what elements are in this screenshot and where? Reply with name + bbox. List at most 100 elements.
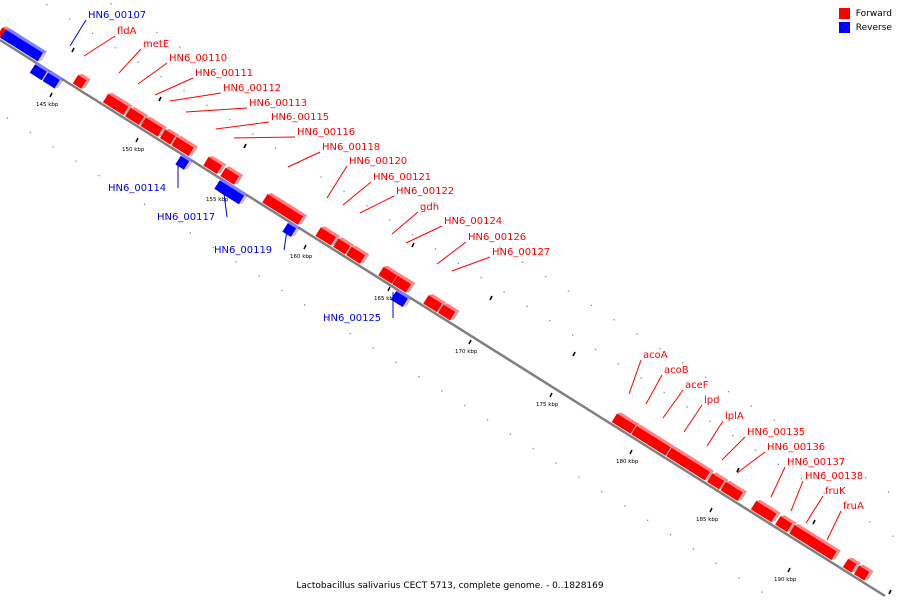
gene-box-body [750, 500, 777, 523]
scale-dot [46, 4, 48, 6]
gene-box[interactable] [853, 563, 874, 582]
gene-hn6-00124[interactable] [392, 273, 416, 294]
gene-box-top [108, 92, 133, 107]
gene-hn6-00116[interactable] [220, 165, 244, 186]
scale-dot [156, 31, 158, 34]
scale-dot [189, 232, 192, 234]
gene-hn6-00122[interactable] [346, 244, 370, 265]
gene-hn6-00138[interactable] [775, 514, 797, 534]
scale-dot [601, 490, 603, 493]
scale-dot [349, 332, 352, 335]
gene-hn6-00118[interactable] [262, 191, 308, 226]
gene-box-top [351, 245, 370, 256]
gene-hn6-00119[interactable] [282, 221, 301, 239]
gene-box-top [443, 303, 460, 312]
scale-tick [49, 92, 53, 98]
scale-dot [247, 89, 250, 91]
gene-box-body [203, 156, 223, 174]
scale-dot [819, 448, 821, 450]
legend-label-reverse: Reverse [855, 22, 892, 33]
scale-dot [224, 74, 227, 77]
genome-backbone [0, 38, 886, 598]
gene-hn6-00136[interactable] [720, 479, 747, 502]
gene-box-top [807, 532, 841, 552]
gene-label-hn6-00127: HN6_00127 [492, 247, 550, 258]
gene-label-hn6-00126: HN6_00126 [468, 232, 526, 243]
scale-tick [303, 244, 307, 250]
gene-label-lpla: lplA [725, 411, 744, 422]
gene-box-body [218, 182, 245, 205]
scale-dot [686, 406, 688, 408]
gene-box-top [671, 446, 702, 464]
scale-tick-label: 170 kbp [455, 349, 478, 355]
gene-hn6-00137[interactable] [750, 498, 781, 523]
gene-flda[interactable] [72, 72, 91, 90]
map-caption: Lactobacillus salivarius CECT 5713, comp… [296, 581, 604, 591]
gene-leader-line [154, 77, 194, 96]
scale-dot [754, 449, 757, 451]
gene-box-side [297, 215, 308, 225]
gene-mete[interactable] [102, 91, 133, 116]
gene-box-body [0, 29, 43, 62]
gene-box-body [646, 435, 671, 456]
minor-tick [489, 295, 493, 301]
scale-dot [121, 189, 123, 191]
gene-label-hn6-00120: HN6_00120 [349, 156, 407, 167]
gene-box-top [35, 63, 52, 72]
gene-box-side [864, 571, 874, 581]
scale-dot [823, 492, 825, 494]
gene-box-side [216, 164, 227, 174]
gene-box[interactable] [842, 556, 861, 574]
gene-box-body [333, 238, 351, 255]
gene-hn6-00111[interactable] [140, 115, 167, 138]
gene-hn6-00115[interactable] [203, 154, 227, 175]
scale-dot [166, 218, 169, 220]
scale-dot [91, 32, 94, 35]
gene-box-top [287, 222, 301, 229]
gene-hn6-00117[interactable] [218, 180, 249, 205]
scale-tick-label: 180 kbp [616, 459, 639, 465]
gene-hn6-00120[interactable] [315, 225, 341, 247]
scale-dot [555, 462, 557, 464]
gene-box-body [631, 425, 652, 444]
gene-box-side [737, 491, 747, 501]
scale-dot [114, 47, 117, 49]
gene-lpla[interactable] [689, 460, 715, 482]
scale-dot [6, 117, 9, 119]
gene-box-top [145, 116, 167, 129]
scale-dot [578, 476, 580, 478]
scale-dot [320, 176, 322, 178]
scale-dot [640, 377, 642, 379]
gene-label-hn6-00110: HN6_00110 [169, 53, 227, 64]
gene-box-side [405, 283, 416, 293]
scale-dot [316, 132, 318, 134]
gene-box-top [617, 412, 640, 426]
gene-box[interactable] [42, 70, 65, 90]
scale-dot [206, 104, 208, 106]
minor-tick [243, 143, 247, 149]
gene-box-side [290, 227, 301, 237]
gene-box-side [183, 160, 194, 170]
gene-leader-line [628, 359, 642, 395]
gene-hn6-00127[interactable] [438, 302, 460, 322]
scale-dot [179, 46, 181, 48]
gene-box-side [449, 310, 460, 321]
scale-dot [567, 290, 570, 292]
gene-box-side [831, 550, 841, 560]
gene-label-hn6-00116: HN6_00116 [297, 127, 355, 138]
gene-hn6-00107[interactable] [0, 27, 48, 63]
scale-dot [457, 262, 460, 264]
scale-dot [304, 304, 306, 306]
gene-frua[interactable] [802, 531, 841, 562]
gene-hn6-00125[interactable] [390, 289, 413, 309]
gene-hn6-00113[interactable] [171, 134, 198, 157]
scale-dot [98, 174, 100, 177]
gene-label-hn6-00118: HN6_00118 [322, 142, 380, 153]
scale-dot [441, 390, 443, 392]
gene-hn6-00114[interactable] [175, 153, 194, 171]
gene-leader-line [326, 165, 348, 199]
scale-dot [624, 505, 626, 507]
gene-box-top [859, 564, 874, 573]
gene-box-body [378, 266, 398, 284]
